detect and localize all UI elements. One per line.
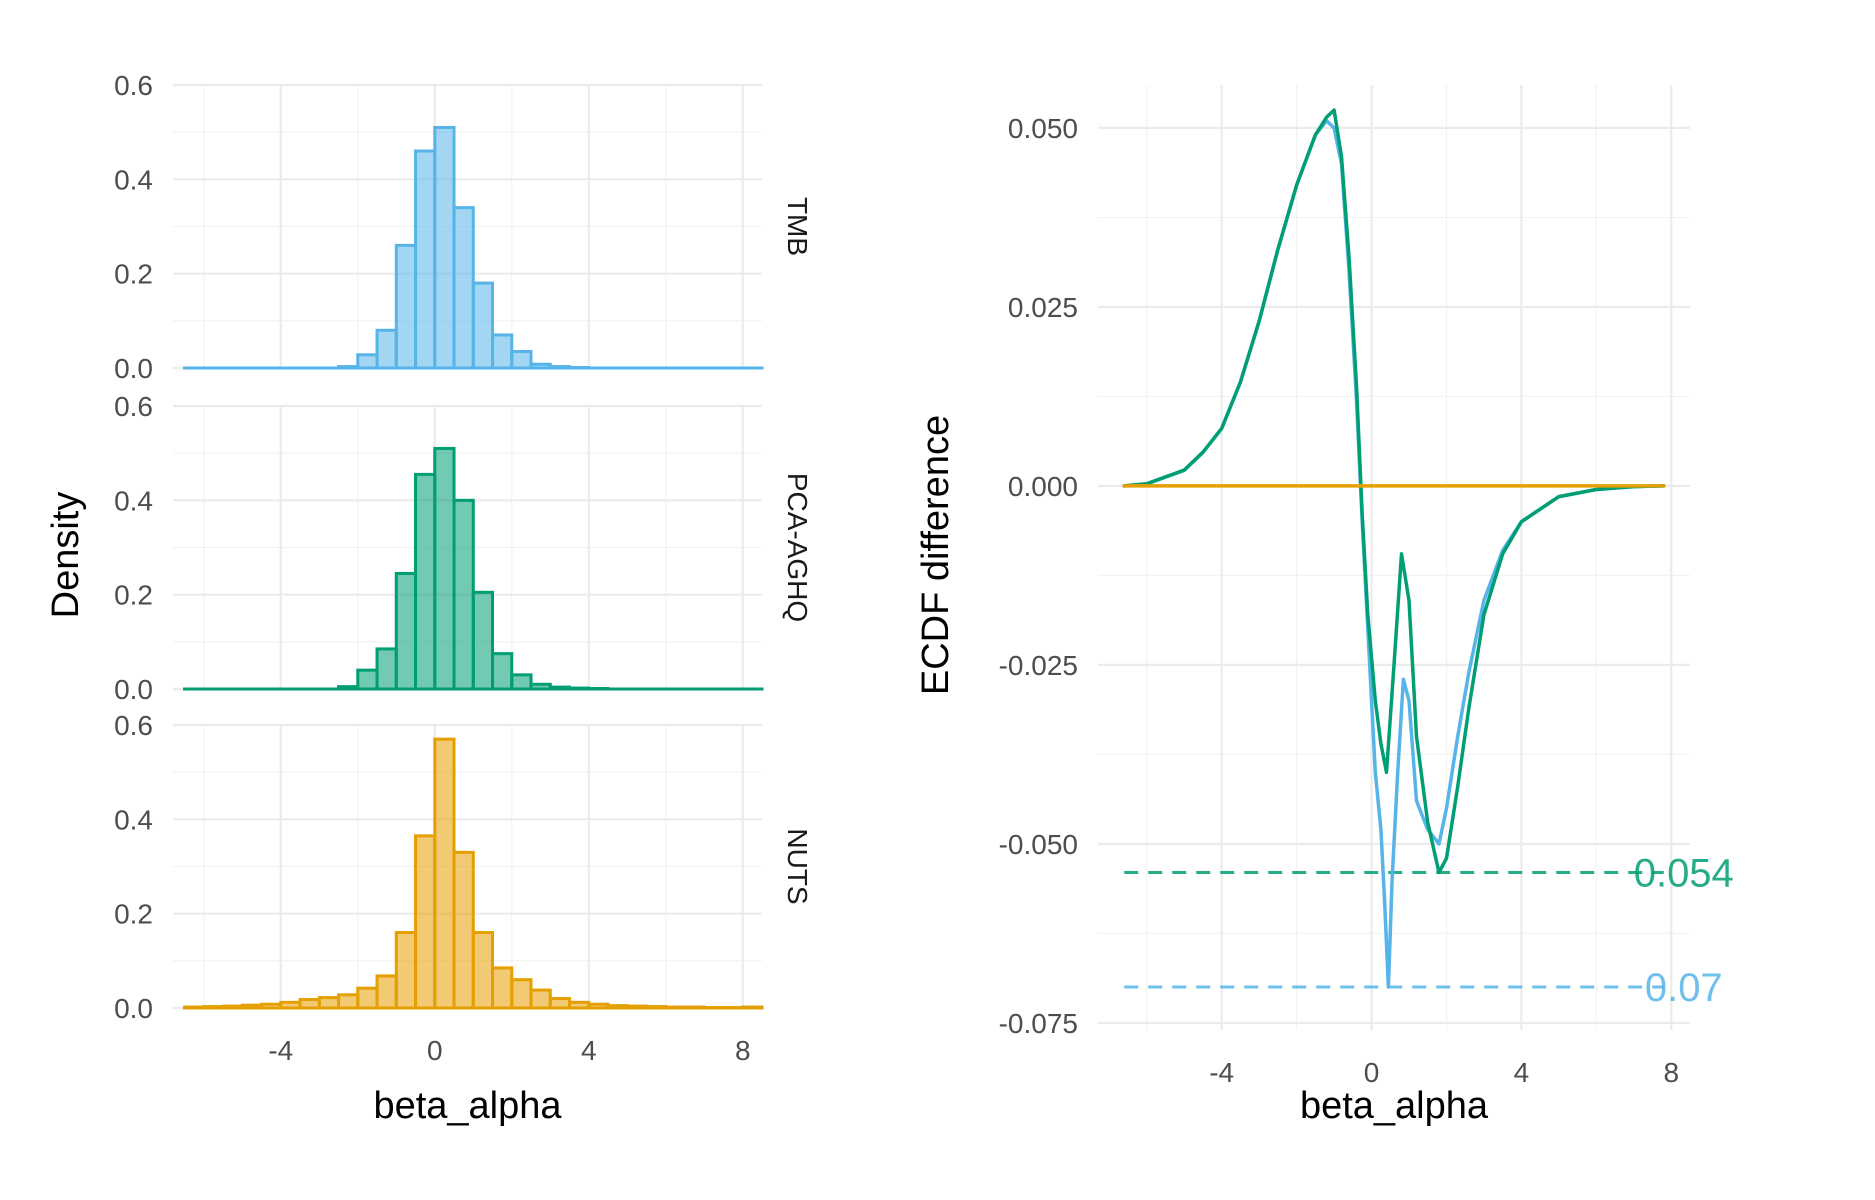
- x-tick-label: -4: [268, 1035, 293, 1066]
- histogram-bar: [356, 353, 379, 370]
- histogram-bar: [414, 472, 437, 691]
- histogram-bar: [356, 986, 379, 1010]
- facet-strip-label: NUTS: [782, 828, 813, 904]
- histogram-bar: [221, 1004, 244, 1010]
- histogram-bar: [471, 931, 495, 1010]
- histogram-bar: [491, 652, 514, 691]
- histogram-bar: [510, 673, 533, 691]
- histogram-bar: [394, 931, 418, 1010]
- histogram-bar: [529, 362, 552, 370]
- histogram-bar: [375, 647, 398, 691]
- histogram-bar: [491, 333, 514, 370]
- x-tick-label: 0: [1364, 1057, 1380, 1088]
- histogram-bar: [510, 978, 533, 1010]
- histogram-bar: [510, 349, 533, 370]
- histogram-bar: [202, 1005, 225, 1010]
- facet-strip-label: PCA-AGHQ: [782, 473, 813, 622]
- y-tick-label: 0.4: [114, 485, 153, 516]
- reference-line-label: 0.054: [1634, 852, 1734, 896]
- y-tick-label: 0.2: [114, 580, 153, 611]
- histogram-bar: [471, 281, 495, 370]
- y-axis-title: ECDF difference: [915, 415, 957, 695]
- histogram-bar: [337, 685, 360, 691]
- histogram-bar: [683, 1005, 706, 1010]
- histogram-bar: [433, 737, 456, 1010]
- y-tick-label: 0.6: [114, 391, 153, 422]
- histogram-bar: [741, 1005, 764, 1010]
- y-tick-label: 0.025: [1008, 292, 1078, 323]
- histogram-bar: [491, 966, 514, 1010]
- histogram-bar: [433, 125, 456, 370]
- histogram-bar: [279, 1000, 302, 1010]
- y-tick-label: 0.2: [114, 899, 153, 930]
- y-tick-label: -0.075: [999, 1008, 1078, 1039]
- histogram-bar: [298, 998, 321, 1010]
- histogram-bar: [414, 834, 437, 1010]
- histogram-bar: [568, 1000, 591, 1010]
- y-tick-label: 0.6: [114, 70, 153, 101]
- histogram-bar: [645, 1005, 668, 1010]
- x-tick-label: 4: [1514, 1057, 1530, 1088]
- histogram-bar: [529, 988, 552, 1010]
- y-tick-label: 0.4: [114, 164, 153, 195]
- x-tick-label: -4: [1209, 1057, 1234, 1088]
- y-tick-label: 0.050: [1008, 113, 1078, 144]
- y-tick-label: 0.0: [114, 353, 153, 384]
- reference-line-label: 0.07: [1645, 966, 1723, 1010]
- histogram-bar: [587, 1002, 610, 1010]
- y-tick-label: -0.025: [999, 650, 1078, 681]
- facet-tmb: 0.0 0.2 0.4 0.6 TMB: [114, 70, 813, 384]
- x-tick-label: 8: [735, 1035, 751, 1066]
- y-tick-label: -0.050: [999, 829, 1078, 860]
- histogram-bar: [317, 996, 341, 1010]
- series-line-pca-aghq: [1122, 108, 1666, 875]
- histogram-panel: 0.00.20.40.6TMB0.00.20.40.6PCA-AGHQ0.00.…: [45, 70, 813, 1127]
- histogram-bar: [452, 206, 475, 370]
- x-tick-label: 4: [581, 1035, 597, 1066]
- y-tick-label: 0.000: [1008, 471, 1078, 502]
- histogram-bar: [337, 993, 360, 1010]
- histogram-bar: [356, 668, 379, 691]
- facet-strip-label: TMB: [782, 197, 813, 256]
- histogram-bar: [375, 974, 398, 1010]
- facet-nuts: 0.0 0.2 0.4 0.6 NUTS: [114, 710, 813, 1024]
- histogram-bar: [260, 1002, 283, 1010]
- histogram-bar: [625, 1004, 649, 1010]
- histogram-bar: [375, 328, 398, 370]
- histogram-bar: [433, 446, 456, 691]
- x-tick-label: 8: [1663, 1057, 1679, 1088]
- histogram-bar: [606, 1004, 629, 1010]
- histogram-bar: [568, 686, 591, 691]
- y-tick-label: 0.2: [114, 259, 153, 290]
- y-axis-title: Density: [45, 492, 87, 619]
- x-axis-title: beta_alpha: [1300, 1085, 1489, 1127]
- y-tick-label: 0.0: [114, 993, 153, 1024]
- x-axis-title: beta_alpha: [373, 1085, 562, 1127]
- y-tick-label: 0.4: [114, 804, 153, 835]
- facet-pca-aghq: 0.0 0.2 0.4 0.6 PCA-AGHQ: [114, 391, 813, 705]
- histogram-bar: [240, 1003, 264, 1010]
- histogram-bar: [664, 1005, 687, 1010]
- histogram-bar: [529, 682, 552, 691]
- x-tick-label: 0: [427, 1035, 443, 1066]
- histogram-bar: [452, 498, 475, 691]
- histogram-bar: [414, 149, 437, 370]
- histogram-bar: [548, 365, 572, 370]
- histogram-bar: [452, 850, 475, 1010]
- histogram-bar: [548, 997, 572, 1010]
- histogram-bar: [394, 571, 418, 691]
- y-tick-label: 0.0: [114, 674, 153, 705]
- histogram-bar: [183, 1005, 206, 1010]
- histogram-bar: [548, 685, 572, 691]
- y-tick-label: 0.6: [114, 710, 153, 741]
- ecdf-difference-panel: 0.050 0.025 0.000 -0.025 -0.050 -0.075 -4 0 4 8 0.…: [915, 85, 1734, 1127]
- histogram-bar: [337, 365, 360, 370]
- histogram-bar: [394, 243, 418, 370]
- histogram-bar: [471, 590, 495, 691]
